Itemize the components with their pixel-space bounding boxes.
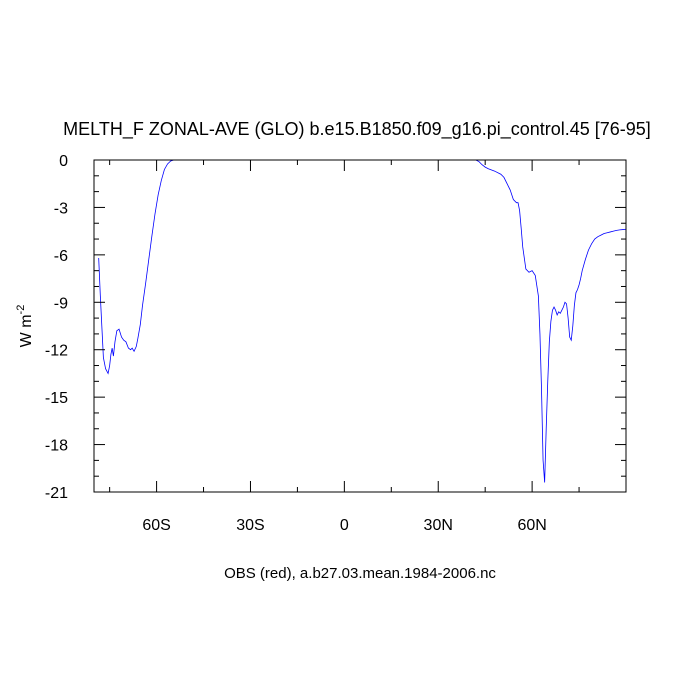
plot-lines [94,159,627,483]
series-line-0 [98,159,627,483]
y-tick-label: -18 [45,438,68,455]
x-tick-label: 30S [236,517,264,534]
chart-title: MELTH_F ZONAL-AVE (GLO) b.e15.B1850.f09_… [63,119,651,140]
x-tick-label: 0 [340,517,349,534]
y-tick-label: -9 [54,295,68,312]
x-axis-ticks: 60S 30S 0 30N 60N [109,160,627,534]
y-tick-label: -12 [45,343,68,360]
y-tick-label: 0 [59,153,68,170]
y-axis-label: W m-2 [15,305,35,348]
x-axis-label: OBS (red), a.b27.03.mean.1984-2006.nc [224,565,496,582]
plot-frame [93,159,627,493]
x-tick-label: 60S [142,517,170,534]
y-tick-label: -15 [45,390,68,407]
y-tick-label: -3 [54,200,68,217]
x-tick-label: 30N [424,517,453,534]
y-tick-label: -21 [45,485,68,502]
y-tick-label: -6 [54,248,68,265]
y-axis-ticks: 0 -3 -6 -9 -12 -15 -18 -21 [45,153,626,502]
x-tick-label: 60N [517,517,546,534]
